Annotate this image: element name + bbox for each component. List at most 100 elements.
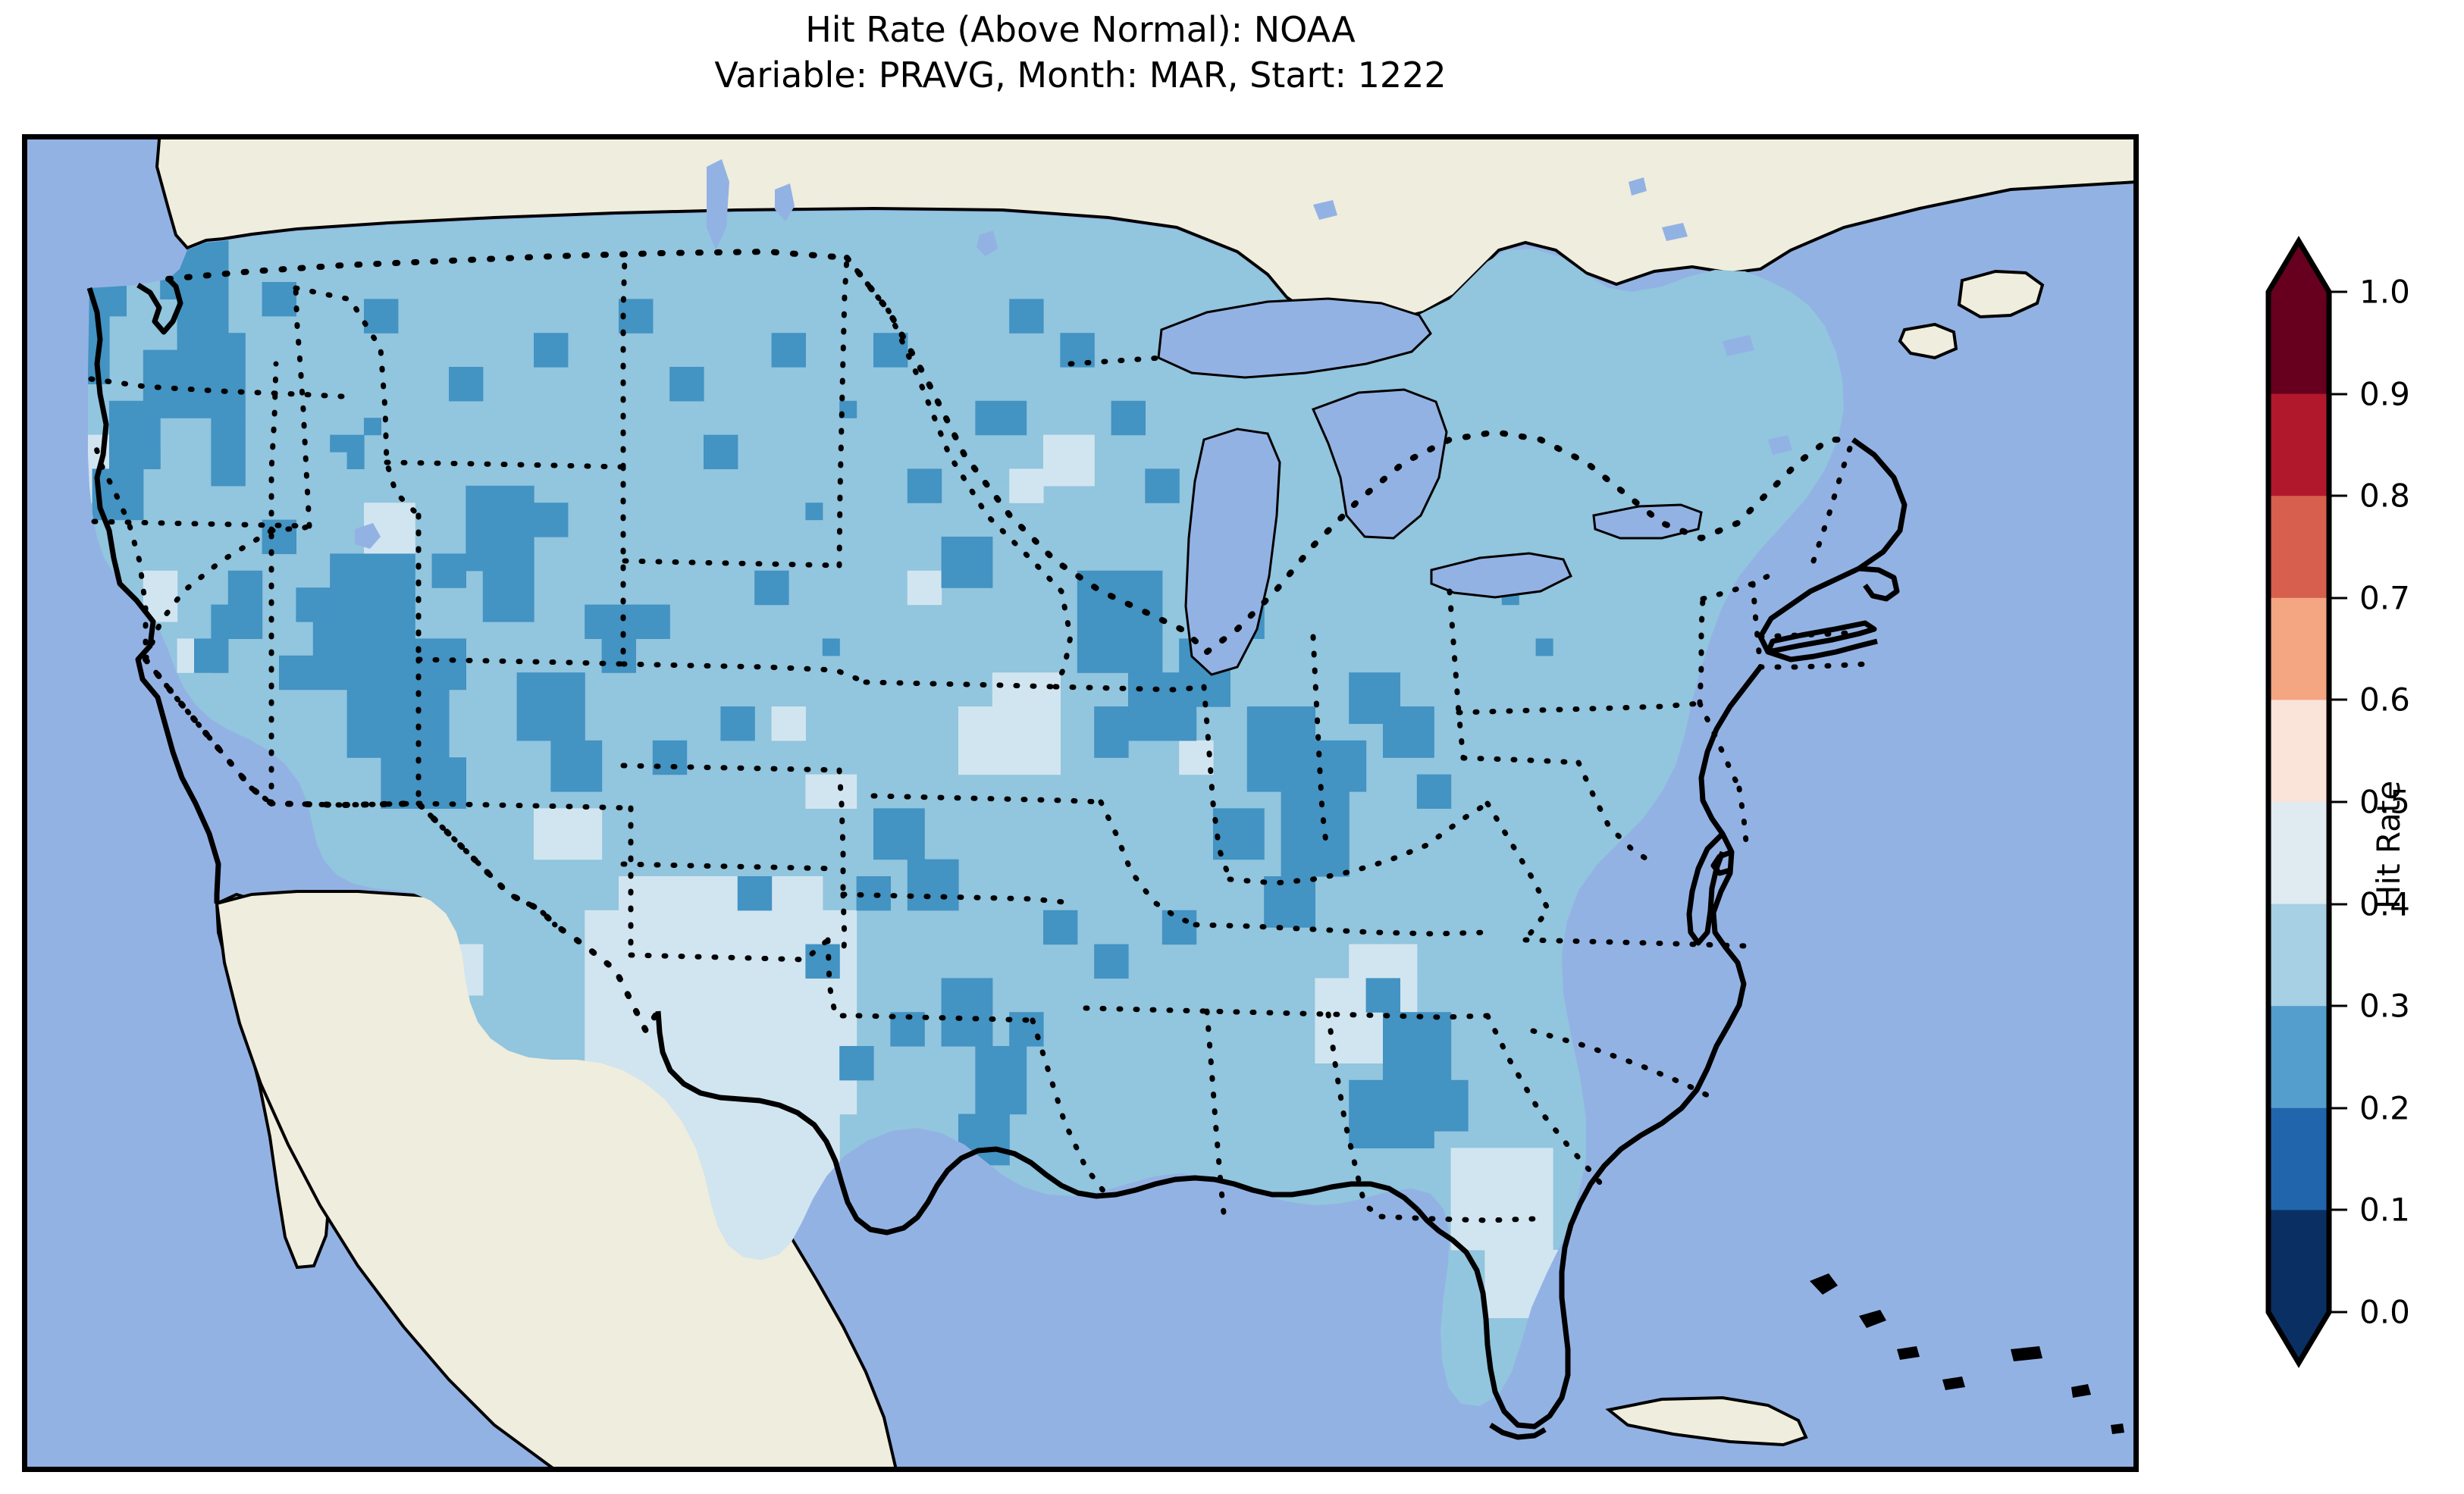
colorbar-band [2268,904,2329,1007]
grid-cell [516,672,585,741]
national-borders [143,248,1856,1038]
grid-cell [381,757,466,809]
grid-cell [1043,910,1078,945]
colorbar-tick-label: 0.5 [2359,783,2410,821]
grid-cell [635,604,670,639]
grid-cell [211,604,263,639]
colorbar-tick-label: 1.0 [2359,273,2410,311]
title-line-1: Hit Rate (Above Normal): NOAA [805,9,1356,50]
colorbar-band [2268,700,2329,803]
colorbar-label: Hit Rate [2370,780,2407,910]
figure-title: Hit Rate (Above Normal): NOAA Variable: … [0,8,2161,99]
grid-cell [941,537,993,588]
grid-cell [1383,706,1434,758]
grid-cell [1009,468,1044,503]
grid-cell [1349,944,1418,979]
grid-cell [109,400,161,469]
grid-cell [227,570,263,606]
grid-cell [805,774,857,809]
grid-cell [211,418,246,487]
grid-cell [822,638,840,656]
grid-cell [279,655,314,691]
colorbar-tick-label: 0.3 [2359,987,2410,1025]
grid-cell [771,706,806,741]
grid-cell [619,876,823,911]
colorbar-tick-mark [2329,1311,2347,1314]
colorbar-band [2268,1006,2329,1109]
grid-cell [1264,876,1315,928]
grid-cell [1535,638,1553,656]
grid-cell [958,706,1061,775]
map-axes[interactable] [22,134,2139,1472]
grid-cell [1009,1012,1044,1047]
grid-cell [534,503,569,537]
grid-cell [669,367,704,402]
grid-cell [449,367,484,402]
map-frame [24,136,2136,1470]
grid-cell [771,333,806,368]
colorbar-tick-mark [2329,698,2347,701]
grid-cell [1179,740,1214,775]
colorbar-tick-label: 0.9 [2359,375,2410,413]
grid-cell [805,503,823,521]
grid-cell [482,570,534,622]
colorbar-band [2268,597,2329,700]
grid-cell [907,570,942,606]
colorbar-band [2268,292,2329,395]
coastlines [86,277,1908,1440]
grid-cell [1111,400,1146,436]
grid-cell [1315,740,1367,792]
colorbar-extend-max [2268,241,2329,292]
grid-cell [415,638,466,691]
grid-cell [534,333,569,368]
great-lakes [355,159,1792,676]
hit-rate-data-grid [88,211,1844,1406]
grid-cell [737,876,773,911]
grid-cell [941,978,993,1047]
grid-cell [346,452,365,469]
grid-cell [466,485,534,572]
colorbar-tick-mark [2329,1107,2347,1110]
colorbar-tick-label: 0.4 [2359,885,2410,923]
grid-cell [296,587,331,622]
colorbar-band [2268,802,2329,905]
grid-cell [720,706,755,741]
colorbar-extend-min [2268,1312,2329,1363]
grid-cell [330,434,365,453]
grid-cell [601,638,636,673]
title-line-2: Variable: PRAVG, Month: MAR, Start: 1222 [714,54,1447,96]
grid-cell [330,553,415,622]
colorbar-tick-mark [2329,494,2347,497]
grid-cell [704,434,738,469]
grid-cell [907,468,942,503]
grid-cell [839,1046,874,1081]
grid-cell [754,570,789,606]
grid-cell [312,622,415,691]
grid-cell [1365,978,1400,1013]
colorbar-tick-mark [2329,1004,2347,1007]
grid-cell [364,418,381,436]
colorbar[interactable] [2265,236,2332,1368]
colorbar-tick-mark [2329,903,2347,906]
grid-cell [364,299,399,334]
colorbar-tick-label: 0.0 [2359,1293,2410,1331]
grid-cell [1416,774,1452,809]
colorbar-band [2268,393,2329,496]
grid-cell [1145,468,1180,503]
grid-cell [194,333,246,418]
colorbar-tick-label: 0.7 [2359,579,2410,617]
colorbar-tick-mark [2329,290,2347,293]
map-plot [24,136,2136,1470]
grid-cell [1246,706,1315,792]
colorbar-tick-label: 0.8 [2359,477,2410,515]
grid-cell [873,808,925,860]
colorbar-tick-label: 0.1 [2359,1191,2410,1229]
grid-cell [1094,706,1129,758]
grid-cell [652,740,688,775]
grid-cell [534,808,603,860]
grid-cell [805,944,840,979]
grid-cell [1450,1148,1553,1251]
grid-cell [346,689,450,758]
grid-cell [975,400,1027,436]
